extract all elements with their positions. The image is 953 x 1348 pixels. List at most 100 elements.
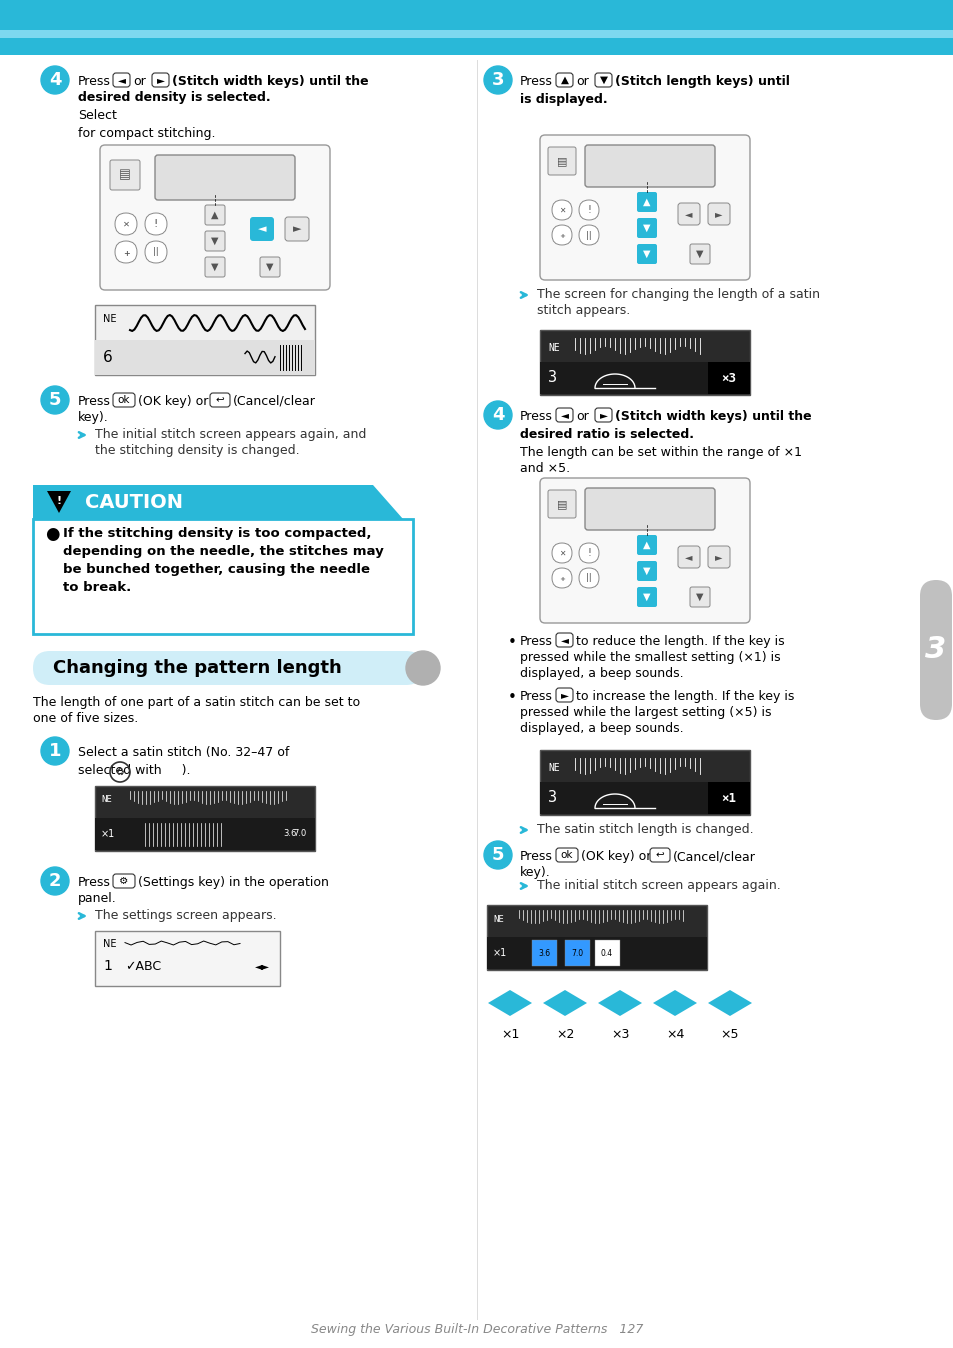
Text: stitch appears.: stitch appears. bbox=[537, 305, 630, 317]
FancyBboxPatch shape bbox=[205, 231, 225, 251]
Bar bbox=[564, 940, 589, 967]
Bar bbox=[707, 782, 749, 814]
Text: ⚙: ⚙ bbox=[119, 876, 129, 886]
FancyBboxPatch shape bbox=[210, 394, 230, 407]
Text: The initial stitch screen appears again, and: The initial stitch screen appears again,… bbox=[95, 429, 366, 441]
Text: ✕: ✕ bbox=[558, 205, 564, 214]
Bar bbox=[486, 937, 706, 969]
Text: ✓ABC: ✓ABC bbox=[125, 960, 161, 972]
Text: ×4: ×4 bbox=[665, 1029, 683, 1041]
Text: !: ! bbox=[586, 549, 590, 558]
Text: The satin stitch length is changed.: The satin stitch length is changed. bbox=[537, 824, 753, 836]
Text: one of five sizes.: one of five sizes. bbox=[33, 712, 138, 725]
Text: ◄: ◄ bbox=[560, 635, 568, 644]
FancyBboxPatch shape bbox=[678, 204, 700, 225]
Text: ►: ► bbox=[293, 224, 301, 235]
Text: NE: NE bbox=[547, 763, 559, 772]
FancyBboxPatch shape bbox=[578, 200, 598, 220]
Text: Press: Press bbox=[519, 851, 553, 863]
Text: 4: 4 bbox=[49, 71, 61, 89]
Text: or: or bbox=[132, 75, 146, 88]
Text: ||: || bbox=[585, 231, 591, 240]
Text: Press: Press bbox=[519, 75, 553, 88]
Circle shape bbox=[41, 737, 69, 766]
Text: Press: Press bbox=[78, 75, 111, 88]
FancyBboxPatch shape bbox=[595, 408, 612, 422]
Text: (Stitch length keys) until: (Stitch length keys) until bbox=[615, 75, 789, 88]
FancyBboxPatch shape bbox=[584, 146, 714, 187]
Text: ×1: ×1 bbox=[101, 829, 115, 838]
Bar bbox=[0, 30, 953, 38]
Bar bbox=[539, 363, 749, 394]
Text: 2: 2 bbox=[49, 872, 61, 890]
Text: ↩: ↩ bbox=[655, 851, 663, 860]
Text: ►: ► bbox=[715, 209, 722, 218]
FancyBboxPatch shape bbox=[205, 257, 225, 276]
Circle shape bbox=[483, 66, 512, 94]
Text: ◄: ◄ bbox=[257, 224, 266, 235]
Text: (Settings key) in the operation: (Settings key) in the operation bbox=[138, 876, 329, 888]
Text: to break.: to break. bbox=[63, 581, 132, 594]
Text: ok: ok bbox=[117, 395, 131, 404]
FancyBboxPatch shape bbox=[110, 160, 140, 190]
Polygon shape bbox=[33, 485, 402, 519]
Bar bbox=[0, 0, 953, 55]
Text: (Stitch width keys) until the: (Stitch width keys) until the bbox=[172, 75, 368, 88]
Text: ᚐ: ᚐ bbox=[124, 247, 129, 257]
Text: (Cancel/clear: (Cancel/clear bbox=[233, 395, 315, 408]
Polygon shape bbox=[707, 989, 751, 1016]
Circle shape bbox=[483, 400, 512, 429]
FancyBboxPatch shape bbox=[552, 543, 572, 563]
Text: ▼: ▼ bbox=[696, 592, 703, 603]
FancyBboxPatch shape bbox=[637, 561, 657, 581]
Text: ▼: ▼ bbox=[642, 566, 650, 576]
Text: ▼: ▼ bbox=[642, 592, 650, 603]
FancyBboxPatch shape bbox=[556, 848, 578, 861]
Text: NE: NE bbox=[547, 342, 559, 353]
Text: ×1: ×1 bbox=[720, 791, 736, 805]
Text: ok: ok bbox=[560, 851, 573, 860]
Text: to increase the length. If the key is: to increase the length. If the key is bbox=[576, 690, 794, 704]
Text: 5: 5 bbox=[491, 847, 504, 864]
Polygon shape bbox=[652, 989, 697, 1016]
Text: key).: key). bbox=[78, 411, 109, 425]
Text: •: • bbox=[507, 690, 517, 705]
Text: 3.6: 3.6 bbox=[537, 949, 550, 957]
Text: !: ! bbox=[56, 496, 62, 506]
Text: panel.: panel. bbox=[78, 892, 116, 905]
Text: The initial stitch screen appears again.: The initial stitch screen appears again. bbox=[537, 879, 780, 892]
FancyBboxPatch shape bbox=[637, 535, 657, 555]
Circle shape bbox=[483, 841, 512, 869]
Text: NE: NE bbox=[101, 795, 112, 805]
FancyBboxPatch shape bbox=[707, 546, 729, 568]
FancyBboxPatch shape bbox=[919, 580, 951, 720]
Bar bbox=[33, 519, 413, 634]
Text: ×3: ×3 bbox=[720, 372, 736, 384]
Text: selected with     ).: selected with ). bbox=[78, 764, 191, 776]
Text: ◄: ◄ bbox=[684, 209, 692, 218]
Text: Changing the pattern length: Changing the pattern length bbox=[53, 659, 341, 677]
FancyBboxPatch shape bbox=[539, 135, 749, 280]
Text: is displayed.: is displayed. bbox=[519, 93, 607, 106]
Text: ▼: ▼ bbox=[642, 249, 650, 259]
Text: NE: NE bbox=[103, 314, 116, 324]
Text: The length can be set within the range of ×1: The length can be set within the range o… bbox=[519, 446, 801, 460]
Text: Select: Select bbox=[78, 109, 117, 123]
Text: Press: Press bbox=[78, 395, 111, 408]
Text: (OK key) or: (OK key) or bbox=[580, 851, 651, 863]
Text: Press: Press bbox=[519, 690, 553, 704]
Text: 7.0: 7.0 bbox=[294, 829, 307, 838]
FancyBboxPatch shape bbox=[112, 394, 135, 407]
Text: ●: ● bbox=[45, 524, 59, 543]
FancyBboxPatch shape bbox=[552, 200, 572, 220]
Text: 1: 1 bbox=[103, 958, 112, 973]
Text: (Stitch width keys) until the: (Stitch width keys) until the bbox=[615, 410, 811, 423]
Text: and ×5.: and ×5. bbox=[519, 462, 570, 474]
Text: ▼: ▼ bbox=[642, 222, 650, 233]
Bar bbox=[539, 782, 749, 814]
Bar bbox=[95, 818, 314, 851]
Text: ×2: ×2 bbox=[556, 1029, 574, 1041]
Text: ✕: ✕ bbox=[558, 549, 564, 558]
Bar bbox=[539, 749, 749, 816]
Text: The settings screen appears.: The settings screen appears. bbox=[95, 909, 276, 922]
